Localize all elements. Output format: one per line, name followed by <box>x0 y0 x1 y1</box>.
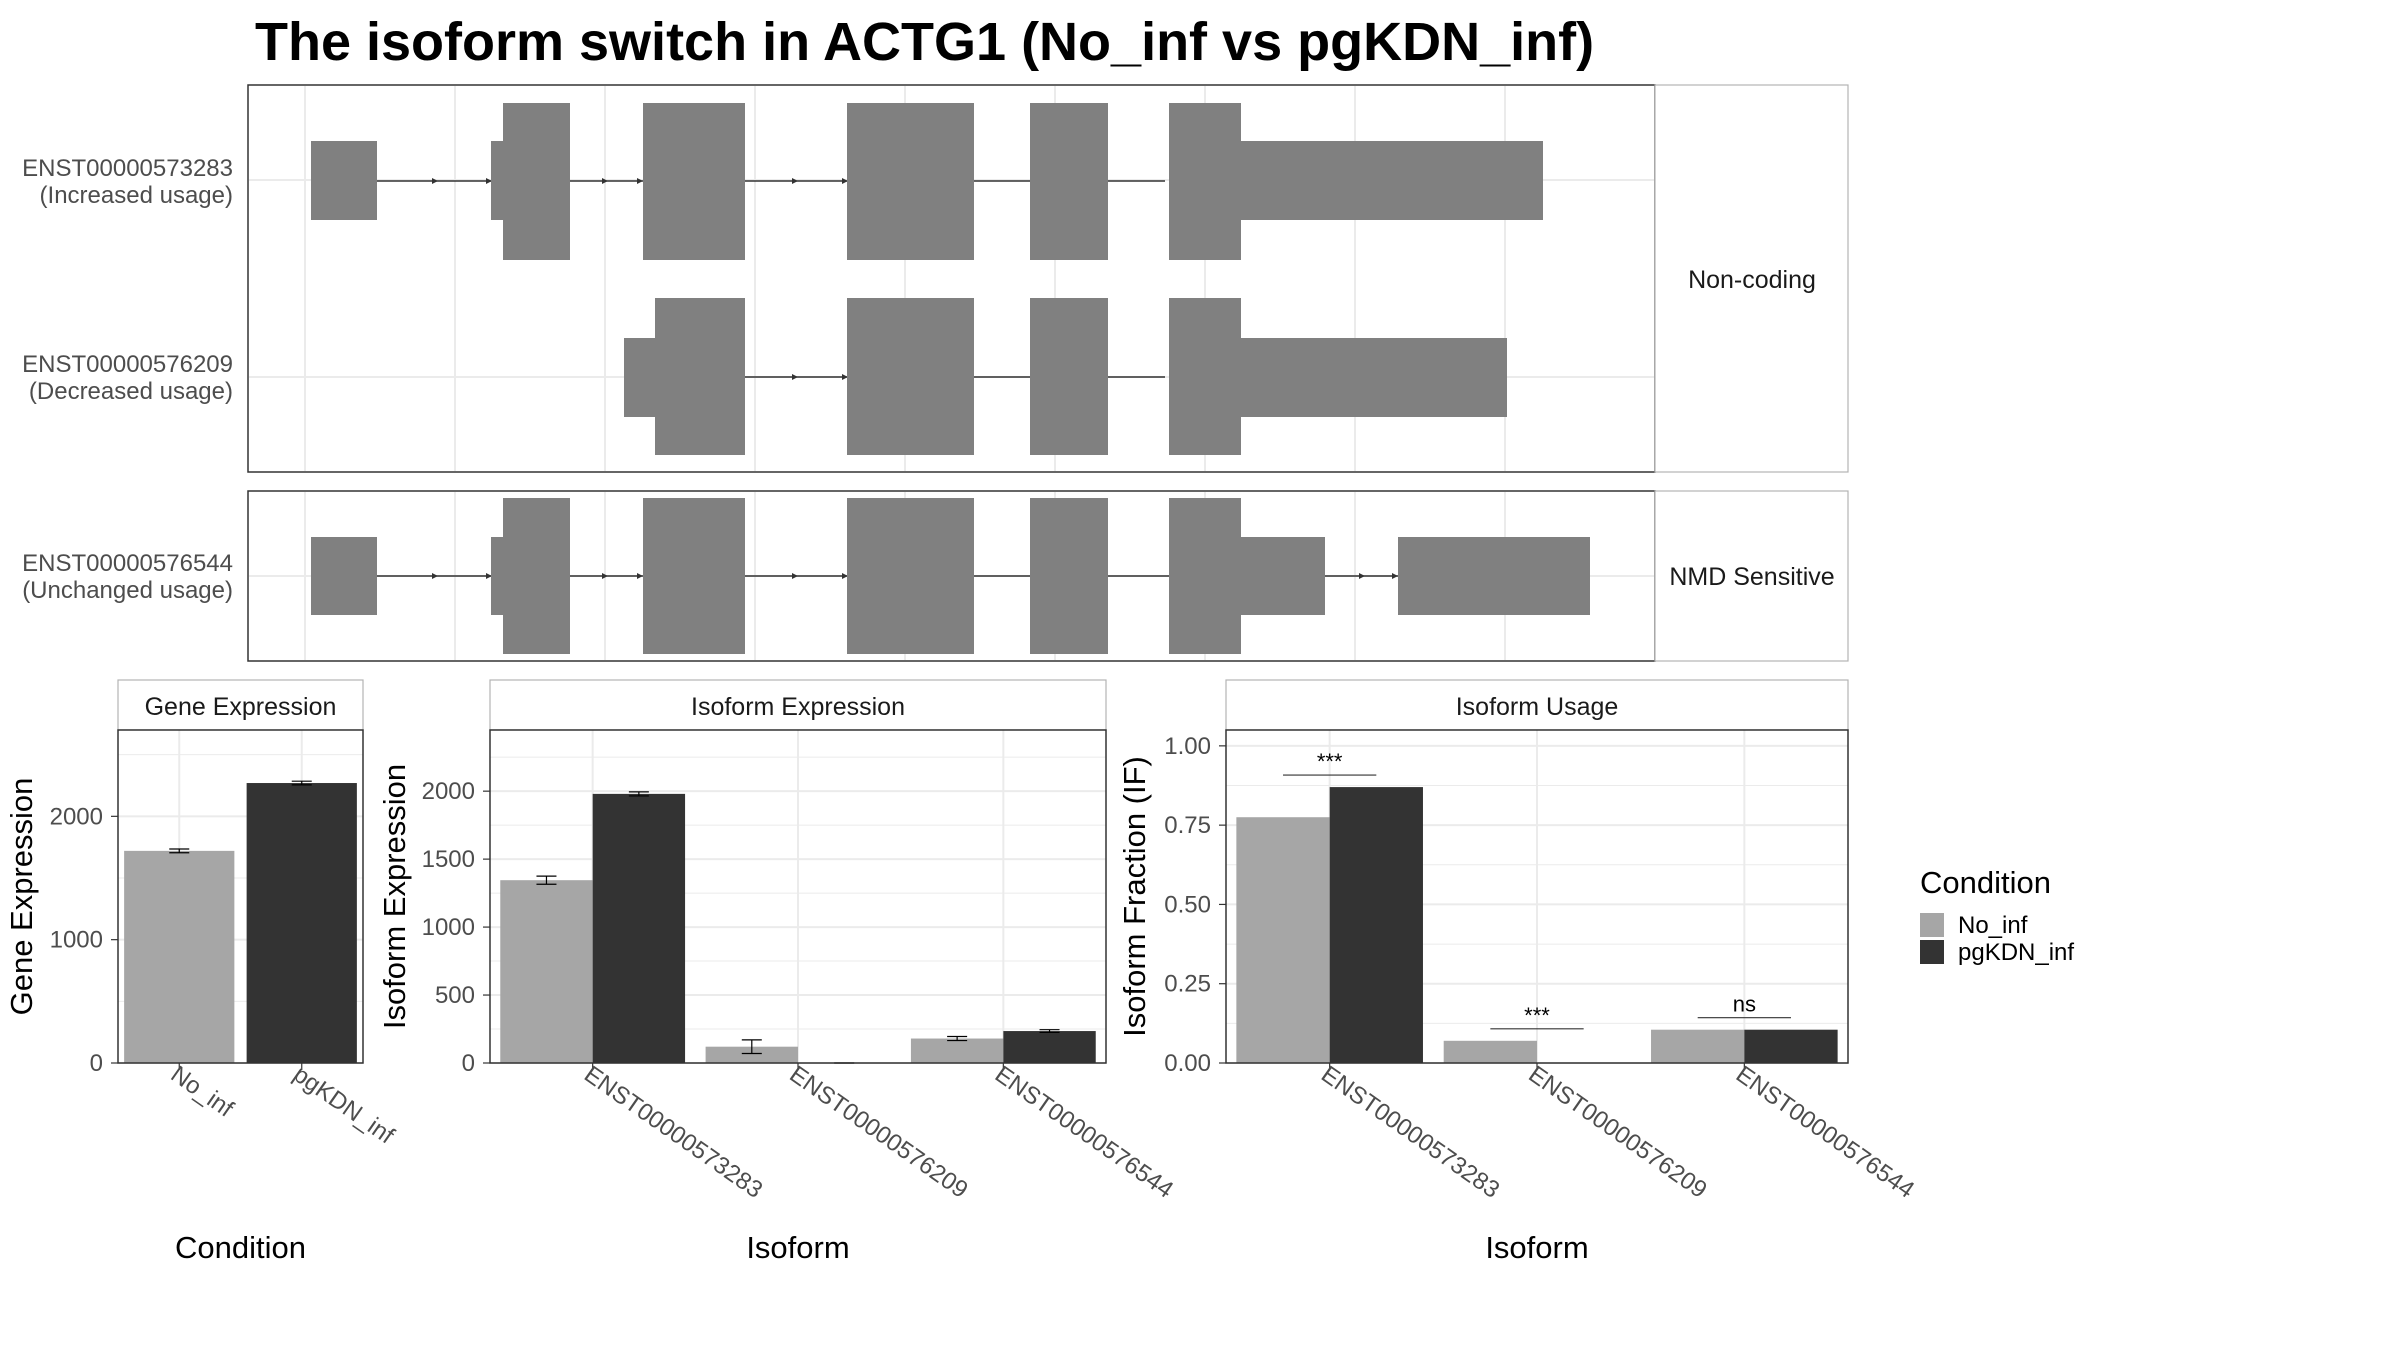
isoform-label-2-usage: (Decreased usage) <box>29 378 233 405</box>
y-tick-label: 500 <box>435 982 475 1009</box>
panel-strip <box>489 679 1107 731</box>
isoform-label-2-id: ENST00000576209 <box>22 351 233 378</box>
panel-strip <box>1225 679 1849 731</box>
x-axis-title: Condition <box>175 1230 306 1265</box>
legend-swatch-pgkdn-inf <box>1920 940 1944 964</box>
x-tick-label: pgKDN_inf <box>288 1061 399 1150</box>
x-tick-label: ENST00000573283 <box>579 1061 767 1204</box>
x-tick-label: ENST00000573283 <box>1316 1061 1504 1204</box>
bar-pgKDN_inf-ENST00000573283 <box>592 793 686 1063</box>
legend-label-pgkdn-inf: pgKDN_inf <box>1958 939 2074 966</box>
y-tick-label: 1000 <box>422 914 475 941</box>
y-tick-label: 0.75 <box>1164 812 1211 839</box>
bar-pgKDN_inf-ENST00000576544 <box>1744 1029 1838 1063</box>
y-tick-label: 0.50 <box>1164 891 1211 918</box>
bar-No_inf <box>124 850 235 1063</box>
isoform-model-ENST00000576544 <box>311 498 1590 654</box>
isoform-model-ENST00000573283 <box>311 103 1543 260</box>
y-tick-label: 0 <box>90 1050 103 1077</box>
x-tick-label: ENST00000576544 <box>1731 1061 1919 1204</box>
isoform-usage-chart: Isoform Usage *** *** ns 0.00 0.25 0.50 0.75 1.0… <box>1117 679 1919 1265</box>
significance-label: *** <box>1524 1003 1550 1028</box>
x-tick-label: No_inf <box>166 1061 239 1123</box>
y-tick-label: 2000 <box>422 778 475 805</box>
panel-title: Isoform Usage <box>1456 693 1619 721</box>
isoform-expression-chart: Isoform Expression 0 500 1000 1500 2000 ENST00… <box>377 679 1178 1265</box>
y-tick-label: 0 <box>462 1050 475 1077</box>
bar-pgKDN_inf-ENST00000573283 <box>1329 787 1423 1063</box>
panel-title: Isoform Expression <box>691 693 905 721</box>
y-tick-label: 0.00 <box>1164 1050 1211 1077</box>
x-axis-title: Isoform <box>1485 1230 1588 1265</box>
isoform-label-3-id: ENST00000576544 <box>22 550 233 577</box>
bar-No_inf-ENST00000573283 <box>500 880 593 1063</box>
bar-pgKDN_inf <box>246 783 357 1063</box>
plot-border <box>117 729 364 1064</box>
isoform-label-1-id: ENST00000573283 <box>22 155 233 182</box>
y-tick-label: 1000 <box>50 927 103 954</box>
legend-swatch-no-inf <box>1920 913 1944 937</box>
bar-pgKDN_inf-ENST00000576544 <box>1003 1031 1096 1063</box>
bar-No_inf-ENST00000576544 <box>910 1038 1004 1063</box>
isoform-label-3-usage: (Unchanged usage) <box>22 577 233 604</box>
isoform-label-1-usage: (Increased usage) <box>40 182 233 209</box>
isoform-model-ENST00000576209 <box>624 298 1507 455</box>
y-axis-title: Gene Expression <box>4 778 39 1016</box>
legend-label-no-inf: No_inf <box>1958 912 2028 939</box>
facet-label-noncoding: Non-coding <box>1688 266 1816 294</box>
x-tick-label: ENST00000576544 <box>990 1061 1178 1204</box>
y-tick-label: 1.00 <box>1164 733 1211 760</box>
x-tick-label: ENST00000576209 <box>785 1061 973 1204</box>
bar-No_inf-ENST00000576209 <box>1443 1040 1537 1063</box>
y-tick-label: 0.25 <box>1164 971 1211 998</box>
bar-No_inf-ENST00000573283 <box>1236 817 1330 1063</box>
panel-strip <box>117 679 364 731</box>
y-tick-label: 1500 <box>422 846 475 873</box>
significance-label: *** <box>1317 749 1343 774</box>
y-tick-label: 2000 <box>50 803 103 830</box>
legend-title: Condition <box>1920 865 2051 900</box>
significance-label: ns <box>1733 992 1756 1017</box>
figure-title: The isoform switch in ACTG1 (No_inf vs p… <box>255 12 1594 72</box>
x-tick-label: ENST00000576209 <box>1524 1061 1712 1204</box>
gene-expression-chart: Gene Expression 0 1000 2000 No_inf pgKDN_inf C… <box>4 679 399 1265</box>
isoform-structure-panel: Non-coding NMD Sensitive <box>22 84 1849 662</box>
y-axis-title: Isoform Fraction (IF) <box>1117 756 1152 1037</box>
panel-title: Gene Expression <box>145 693 337 721</box>
y-axis-title: Isoform Expression <box>377 764 412 1029</box>
facet-strip-nmd <box>1654 490 1849 662</box>
facet-label-nmd: NMD Sensitive <box>1669 563 1834 591</box>
x-axis-title: Isoform <box>746 1230 849 1265</box>
bar-No_inf-ENST00000576544 <box>1651 1029 1745 1063</box>
legend: Condition No_inf pgKDN_inf <box>1920 865 2074 966</box>
facet-strip-noncoding <box>1654 84 1849 473</box>
bar-No_inf-ENST00000576209 <box>705 1046 798 1063</box>
